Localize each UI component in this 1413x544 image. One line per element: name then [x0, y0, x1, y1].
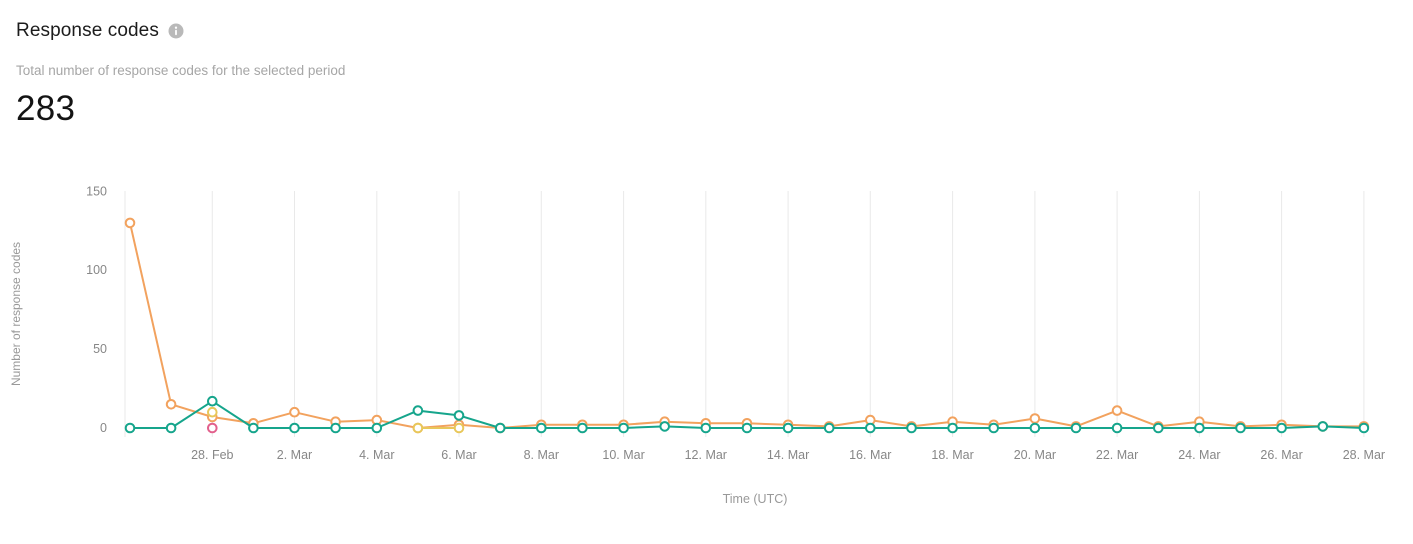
x-tick-label: 26. Mar [1260, 448, 1302, 462]
data-point-marker-yellow[interactable] [207, 406, 218, 418]
data-point-marker-teal[interactable] [371, 422, 383, 434]
data-point-marker-teal[interactable] [988, 422, 1000, 434]
data-point-marker-teal[interactable] [1276, 422, 1287, 434]
data-point-marker-teal[interactable] [1111, 422, 1123, 434]
chart-header: Response codes Total number of response … [16, 20, 345, 129]
data-point-marker-teal[interactable] [659, 421, 671, 432]
x-tick-label: 4. Mar [359, 448, 394, 462]
chart-canvas[interactable]: 28. Feb 2. Mar 4. Mar 6. Mar 8. Mar 10. Mar 12… [0, 170, 1413, 539]
x-tick-label: 14. Mar [767, 448, 809, 462]
data-point-marker-teal[interactable] [823, 422, 835, 434]
x-tick-label: 2. Mar [277, 448, 312, 462]
info-icon[interactable] [168, 23, 184, 39]
chart-subtitle: Total number of response codes for the s… [16, 63, 346, 78]
x-tick-label: 6. Mar [441, 448, 476, 462]
y-tick-label: 100 [86, 263, 107, 277]
data-point-marker-orange[interactable] [1111, 405, 1123, 416]
y-axis-title: Number of response codes [9, 242, 23, 386]
data-point-marker-teal[interactable] [741, 422, 753, 434]
data-point-marker-yellow[interactable] [453, 422, 465, 434]
data-point-marker-orange[interactable] [289, 406, 300, 418]
x-tick-label: 18. Mar [931, 448, 973, 462]
x-tick-label: 28. Feb [191, 448, 233, 462]
data-point-marker-teal[interactable] [700, 422, 712, 434]
data-point-marker-teal[interactable] [1317, 421, 1329, 432]
data-point-marker-teal[interactable] [124, 422, 136, 434]
info-icon-glyph [168, 23, 184, 39]
x-axis-title: Time (UTC) [723, 492, 788, 506]
data-point-marker-teal[interactable] [865, 422, 876, 434]
x-tick-label: 28. Mar [1343, 448, 1385, 462]
data-point-marker-orange[interactable] [165, 399, 177, 410]
data-point-marker-teal[interactable] [330, 422, 341, 434]
data-point-marker-teal[interactable] [536, 422, 547, 434]
y-tick-label: 150 [86, 184, 107, 198]
data-point-marker-teal[interactable] [1358, 422, 1370, 434]
data-point-marker-teal[interactable] [1029, 422, 1041, 434]
response-codes-chart[interactable]: 28. Feb 2. Mar 4. Mar 6. Mar 8. Mar 10. Mar 12… [0, 170, 1413, 539]
data-point-marker-teal[interactable] [207, 395, 218, 407]
data-point-marker-teal[interactable] [577, 422, 588, 434]
data-point-marker-yellow[interactable] [412, 422, 424, 434]
title-row: Response codes [16, 20, 345, 42]
data-point-marker-teal[interactable] [1235, 422, 1246, 434]
data-point-marker-teal[interactable] [1194, 422, 1205, 434]
x-tick-label: 20. Mar [1014, 448, 1056, 462]
data-point-marker-teal[interactable] [165, 422, 177, 434]
data-point-marker-teal[interactable] [453, 410, 465, 421]
x-tick-label: 24. Mar [1178, 448, 1220, 462]
data-point-marker-teal[interactable] [782, 422, 794, 434]
data-point-marker-teal[interactable] [906, 422, 917, 434]
x-tick-label: 22. Mar [1096, 448, 1138, 462]
x-tick-label: 12. Mar [685, 448, 727, 462]
x-tick-label: 10. Mar [602, 448, 644, 462]
y-tick-label: 0 [100, 421, 107, 435]
series-line-orange [129, 221, 1365, 429]
data-point-marker-teal[interactable] [947, 422, 958, 434]
data-point-marker-teal[interactable] [412, 405, 424, 416]
data-point-marker-teal[interactable] [248, 422, 259, 434]
data-point-marker-teal[interactable] [1153, 422, 1164, 434]
y-tick-label: 50 [93, 342, 107, 356]
x-tick-label: 16. Mar [849, 448, 891, 462]
data-point-marker-orange[interactable] [1029, 413, 1041, 424]
data-point-marker-teal[interactable] [289, 422, 300, 434]
x-tick-label: 8. Mar [524, 448, 559, 462]
data-point-marker-teal[interactable] [494, 422, 506, 434]
total-count: 283 [16, 89, 76, 128]
page-title: Response codes [16, 20, 159, 41]
data-point-marker-orange[interactable] [124, 217, 136, 229]
data-point-marker-pink[interactable] [207, 422, 218, 434]
data-point-marker-teal[interactable] [618, 422, 629, 434]
data-point-marker-teal[interactable] [1070, 422, 1082, 434]
